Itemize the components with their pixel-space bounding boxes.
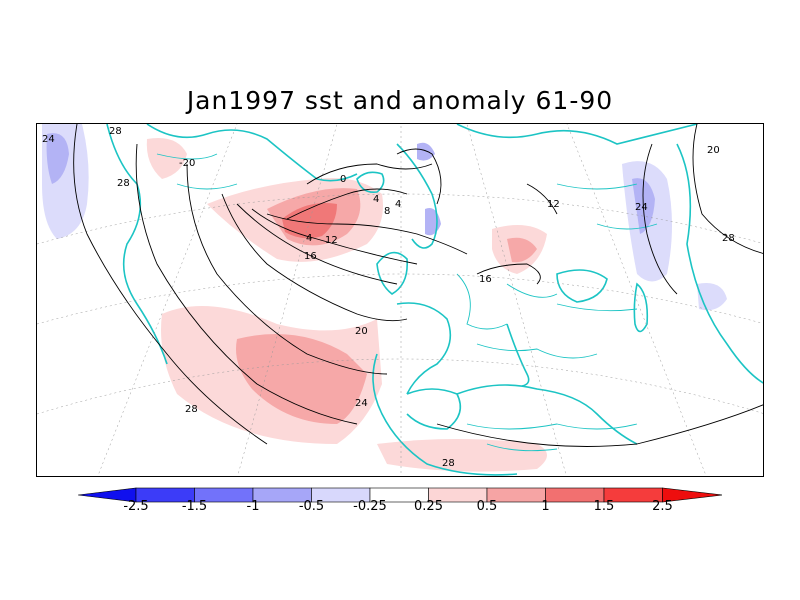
coast-europe-west [396,302,452,395]
coast-italy [506,323,530,387]
contour-label: 8 [384,206,390,217]
coast-mediterranean [456,384,638,445]
graticule [37,124,763,476]
colorbar-tick-label: -0.5 [298,499,325,514]
colorbar-tick-label: 1.5 [593,499,615,514]
contour-label: -20 [179,158,195,169]
sst-anomaly-map: 28 24 -20 0 4 4 8 4 12 16 16 12 20 24 28… [36,123,764,477]
anomaly-positive-south [377,439,547,472]
colorbar-arrow-high [662,487,723,503]
colorbar-tick-label: -1.5 [181,499,208,514]
colorbar-tick-label: 0.5 [476,499,498,514]
contour-label: 0 [340,174,346,185]
coast-british-isles [376,251,409,295]
anomaly-negative-baltic [425,208,441,236]
contour-label: 12 [325,235,338,246]
coast-iberia [406,388,462,430]
coast-asia-north [456,124,698,145]
coast-black-sea [556,269,608,303]
anomaly-positive-med-mid [507,237,537,263]
colorbar-tick-label: 2.5 [652,499,673,514]
coast-scandinavia [396,143,438,249]
colorbar [77,484,723,510]
contour-label: 4 [395,199,401,210]
contour-label: 24 [635,202,648,213]
contour-label: 28 [185,404,198,415]
map-title: Jan1997 sst and anomaly 61-90 [186,86,614,115]
coast-africa [372,353,518,476]
contour-label: 4 [373,194,379,205]
contour-label: 28 [117,178,130,189]
coast-north-america [106,124,168,365]
coast-greenland [146,124,358,182]
coast-caspian [633,282,649,333]
anomaly-negative-west-mid [46,133,69,184]
colorbar-tick-label: 1 [541,499,550,514]
colorbar-tick-label: -2.5 [123,499,149,514]
colorbar-tick-label: 0.25 [414,499,443,514]
anomaly-positive-north-strong [282,203,337,239]
contour-label: 20 [355,326,368,337]
anomaly-negative-north [417,142,435,161]
contour-label: 4 [306,233,312,244]
coast-east [676,143,763,384]
contour-label: 24 [355,398,368,409]
contour-label: 28 [722,233,735,244]
colorbar-tick-label: -0.25 [353,499,387,514]
contour-label: 20 [707,145,720,156]
anomaly-positive-mid [236,334,367,424]
contour-label: 16 [479,274,492,285]
contour-label: 12 [547,199,560,210]
coastlines [106,124,763,476]
contour-label: 28 [109,126,122,137]
borders [156,153,658,452]
contour-label: 24 [42,134,55,145]
contour-label: 16 [304,251,317,262]
contour-labels: 28 24 -20 0 4 4 8 4 12 16 16 12 20 24 28… [42,126,735,469]
sst-contours [73,124,763,447]
anomaly-positive-west [146,138,187,179]
contour-label: 28 [442,458,455,469]
colorbar-tick-label: -1 [246,499,260,514]
